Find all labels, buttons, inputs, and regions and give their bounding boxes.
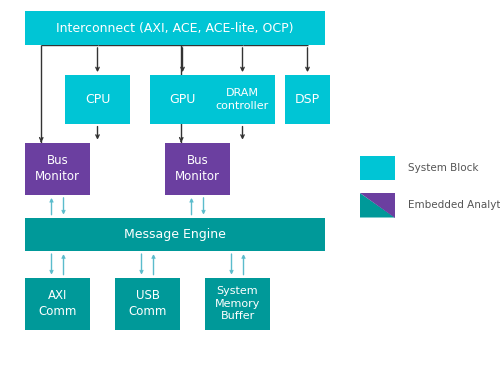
Bar (205, 278, 270, 330)
Bar (25, 11, 325, 45)
Bar (165, 142, 230, 195)
Text: Message Engine: Message Engine (124, 228, 226, 241)
Bar (210, 75, 275, 124)
Text: USB
Comm: USB Comm (128, 289, 166, 318)
Text: GPU: GPU (170, 93, 196, 106)
Text: System Block: System Block (408, 163, 478, 173)
Polygon shape (360, 193, 395, 217)
Bar (360, 156, 395, 180)
Bar (25, 142, 90, 195)
Bar (150, 75, 215, 124)
Bar (115, 278, 180, 330)
Text: CPU: CPU (85, 93, 110, 106)
Text: DSP: DSP (295, 93, 320, 106)
Bar (25, 278, 90, 330)
Text: System
Memory
Buffer: System Memory Buffer (215, 286, 260, 321)
Text: Interconnect (AXI, ACE, ACE-lite, OCP): Interconnect (AXI, ACE, ACE-lite, OCP) (56, 22, 294, 34)
Bar (65, 75, 130, 124)
Bar (25, 217, 325, 251)
Text: Bus
Monitor: Bus Monitor (35, 154, 80, 183)
Text: DRAM
controller: DRAM controller (216, 88, 269, 111)
Text: Bus
Monitor: Bus Monitor (175, 154, 220, 183)
Text: AXI
Comm: AXI Comm (38, 289, 76, 318)
Polygon shape (360, 193, 395, 217)
Bar (285, 75, 330, 124)
Text: Embedded Analytics IP: Embedded Analytics IP (408, 200, 500, 210)
